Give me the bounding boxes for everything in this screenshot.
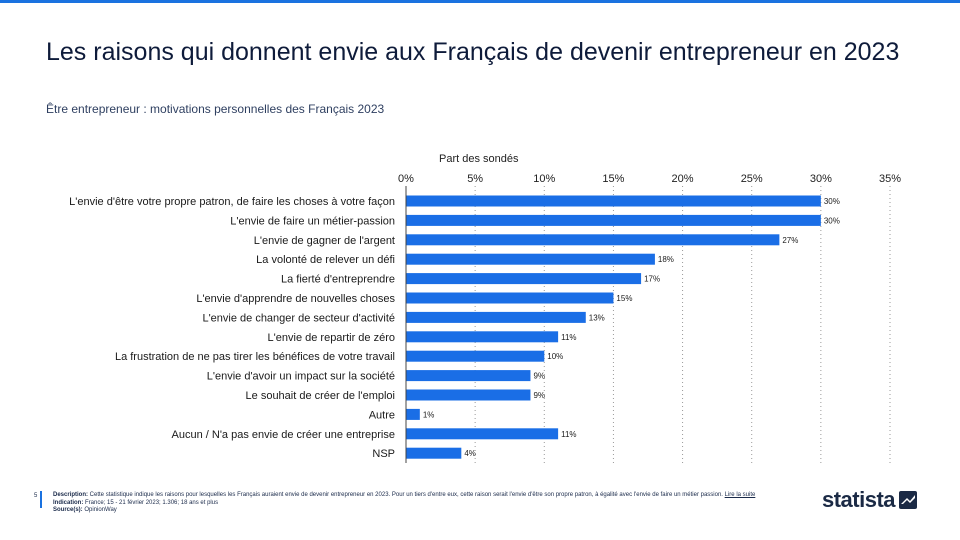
- bar: [406, 292, 614, 304]
- tick-label: 30%: [810, 173, 832, 185]
- category-label: Le souhait de créer de l'emploi: [246, 390, 395, 402]
- data-label: 27%: [782, 236, 798, 245]
- footer-source: Source(s): OpinionWay: [53, 507, 793, 515]
- bar: [406, 331, 559, 343]
- page-subtitle: Être entrepreneur : motivations personne…: [46, 102, 385, 116]
- bar: [406, 389, 531, 401]
- data-label: 18%: [658, 255, 674, 264]
- footer-description: Description: Cette statistique indique l…: [53, 492, 793, 500]
- page-number: 5: [34, 493, 38, 499]
- category-label: La fierté d'entreprendre: [281, 274, 395, 286]
- bar: [406, 428, 559, 440]
- description-text: Cette statistique indique les raisons po…: [88, 492, 725, 498]
- top-accent-bar: [0, 0, 960, 3]
- bar: [406, 311, 586, 323]
- category-label: NSP: [372, 448, 395, 460]
- source-label: Source(s):: [53, 507, 83, 513]
- tick-label: 35%: [879, 173, 901, 185]
- data-label: 9%: [533, 372, 545, 381]
- statista-mark-icon: [899, 491, 918, 509]
- category-label: L'envie d'apprendre de nouvelles choses: [196, 293, 395, 305]
- data-label: 11%: [561, 430, 576, 439]
- page-title: Les raisons qui donnent envie aux França…: [46, 38, 900, 66]
- category-label: L'envie d'être votre propre patron, de f…: [69, 196, 395, 208]
- description-label: Description:: [53, 492, 89, 498]
- category-label: L'envie d'avoir un impact sur la société: [207, 371, 395, 383]
- data-label: 15%: [616, 294, 632, 303]
- footer-notes: Description: Cette statistique indique l…: [53, 492, 793, 515]
- bar: [406, 370, 531, 382]
- category-label: Aucun / N'a pas envie de créer une entre…: [172, 429, 395, 441]
- tick-label: 10%: [533, 173, 555, 185]
- footer-rule: [40, 491, 42, 508]
- footer-indication: Indication: France; 15 - 21 février 2023…: [53, 500, 793, 508]
- bar: [406, 214, 821, 226]
- bar: [406, 234, 780, 246]
- read-more-link[interactable]: Lire la suite: [724, 492, 756, 498]
- category-label: La volonté de relever un défi: [256, 254, 395, 266]
- tick-label: 5%: [467, 173, 483, 185]
- data-label: 13%: [589, 313, 605, 322]
- statista-logo[interactable]: statista: [822, 487, 918, 513]
- category-label: L'envie de changer de secteur d'activité: [202, 312, 395, 324]
- category-label: L'envie de gagner de l'argent: [254, 235, 395, 247]
- tick-label: 15%: [602, 173, 624, 185]
- tick-label: 0%: [398, 173, 414, 185]
- data-label: 30%: [824, 197, 840, 206]
- indication-label: Indication:: [53, 499, 84, 506]
- axis-label: Part des sondés: [439, 153, 519, 165]
- indication-text: France; 15 - 21 février 2023; 1.306; 18 …: [83, 499, 219, 506]
- data-label: 1%: [423, 410, 435, 419]
- data-label: 30%: [824, 216, 840, 225]
- bar: [406, 253, 655, 265]
- tick-label: 20%: [672, 173, 694, 185]
- bar: [406, 447, 462, 459]
- bar: [406, 273, 642, 285]
- data-label: 9%: [533, 391, 545, 400]
- category-label: La frustration de ne pas tirer les bénéf…: [115, 351, 395, 363]
- bar: [406, 350, 545, 362]
- category-label: L'envie de repartir de zéro: [268, 332, 395, 344]
- data-label: 17%: [644, 275, 660, 284]
- bar-chart: Part des sondés 0% 5% 10% 15% 20% 25% 30% 35% L'e…: [69, 153, 901, 463]
- brand-name: statista: [822, 487, 896, 512]
- data-label: 10%: [547, 352, 563, 361]
- category-label: Autre: [369, 409, 395, 421]
- data-label: 11%: [561, 333, 576, 342]
- data-label: 4%: [464, 449, 476, 458]
- source-text: OpinionWay: [82, 507, 117, 513]
- category-label: L'envie de faire un métier-passion: [230, 215, 395, 227]
- tick-label: 25%: [741, 173, 763, 185]
- bar: [406, 408, 420, 420]
- bar: [406, 195, 821, 207]
